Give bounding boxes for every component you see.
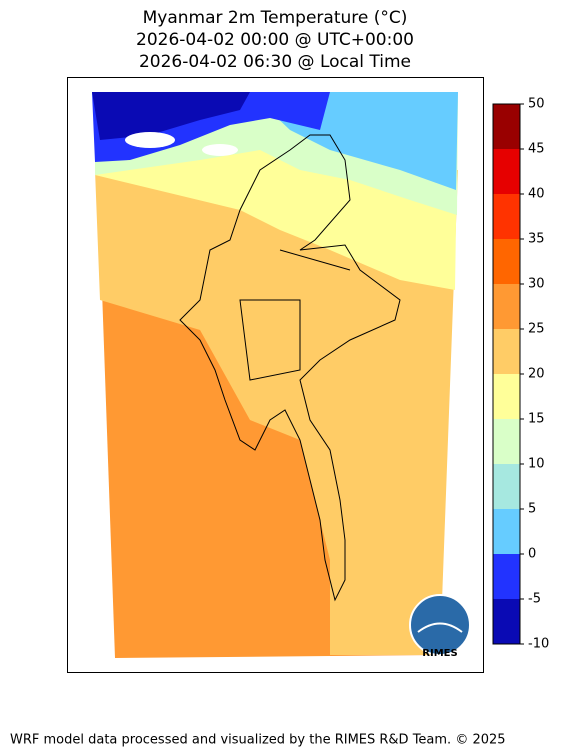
colorbar-segment: [493, 374, 520, 419]
logo: RIMES: [409, 594, 471, 659]
colorbar: -10 -5 0 5 10 15 20 25 30 35 40 45 50: [492, 97, 549, 652]
colorbar-tick-label: 50: [528, 97, 545, 112]
title-line: 2026-04-02 00:00 @ UTC+00:00: [136, 30, 414, 50]
colorbar-segment: [493, 554, 520, 599]
colorbar-tick-label: -5: [528, 592, 541, 607]
colorbar-tick-label: 0: [528, 547, 536, 562]
title-line: 2026-04-02 06:30 @ Local Time: [139, 52, 411, 72]
colorbar-segment: [493, 149, 520, 194]
colorbar-tick-label: 35: [528, 232, 545, 247]
colorbar-segment: [493, 509, 520, 554]
colorbar-tick-label: 15: [528, 412, 545, 427]
temperature-field: [92, 92, 250, 140]
colorbar-tick-label: 10: [528, 457, 545, 472]
colorbar-segment: [493, 464, 520, 509]
temperature-field: [125, 132, 175, 148]
colorbar-segment: [493, 239, 520, 284]
colorbar-tick-label: 45: [528, 142, 545, 157]
logo-text: RIMES: [422, 648, 457, 659]
colorbar-tick-label: 5: [528, 502, 536, 517]
logo-wave: [417, 622, 463, 633]
temperature-field: [95, 170, 458, 655]
colorbar-tick-label: 25: [528, 322, 545, 337]
colorbar-segment: [493, 329, 520, 374]
colorbar-tick-label: 30: [528, 277, 545, 292]
colorbar-segment: [493, 419, 520, 464]
footer: WRF model data processed and visualized …: [10, 733, 506, 748]
colorbar-tick-label: 20: [528, 367, 545, 382]
logo-circle: [409, 594, 471, 656]
colorbar-segment: [493, 104, 520, 149]
title-line: Myanmar 2m Temperature (°C): [143, 8, 408, 28]
temperature-field: [202, 144, 238, 156]
colorbar-segment: [493, 284, 520, 329]
colorbar-segment: [493, 194, 520, 239]
country-boundary: [179, 134, 401, 602]
map: RIMES: [67, 77, 484, 673]
colorbar-tick-label: -10: [528, 637, 549, 652]
colorbar-segment: [493, 599, 520, 644]
colorbar-tick-label: 40: [528, 187, 545, 202]
